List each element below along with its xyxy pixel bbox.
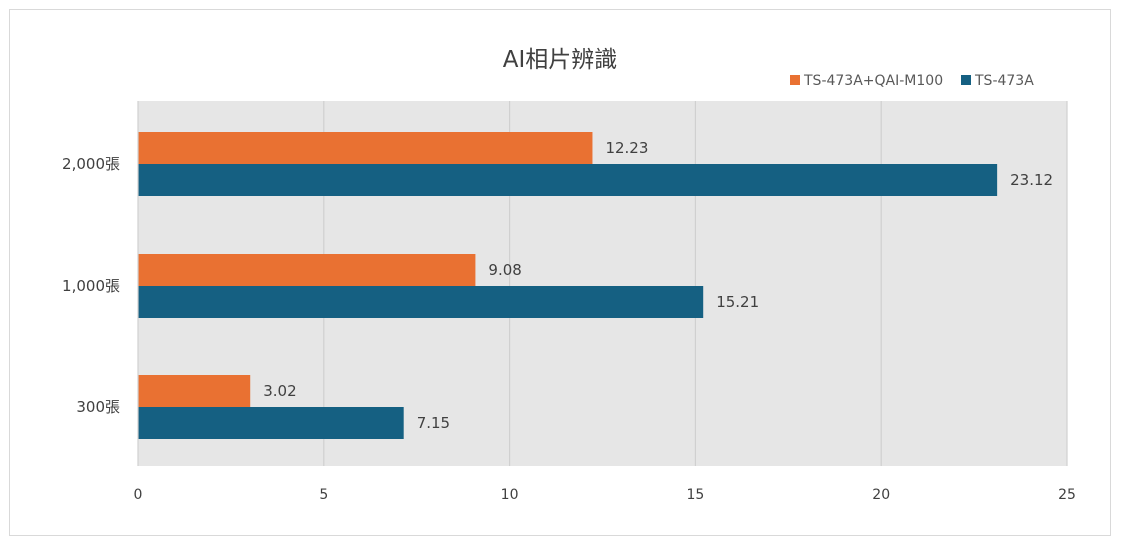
category-label: 2,000張 xyxy=(62,155,120,173)
data-label: 12.23 xyxy=(605,139,648,157)
x-tick-label: 15 xyxy=(686,487,704,503)
category-label: 300張 xyxy=(76,398,120,416)
data-label: 3.02 xyxy=(263,382,296,400)
category-label: 1,000張 xyxy=(62,277,120,295)
bar xyxy=(138,132,593,164)
data-label: 9.08 xyxy=(488,261,521,279)
legend-swatch-2 xyxy=(961,75,971,85)
chart-title: AI相片辨識 xyxy=(503,47,618,73)
category-labels: 2,000張 1,000張 300張 xyxy=(62,155,120,416)
data-label: 15.21 xyxy=(716,293,759,311)
bar xyxy=(138,254,476,286)
x-tick-label: 10 xyxy=(501,487,519,503)
data-label: 23.12 xyxy=(1010,171,1053,189)
data-labels: 12.23 9.08 3.02 23.12 15.21 7.15 xyxy=(263,139,1053,432)
legend-label-2: TS-473A xyxy=(974,73,1034,89)
bar xyxy=(138,375,251,407)
x-tick-labels: 0 5 10 15 20 25 xyxy=(134,487,1076,503)
legend-label-1: TS-473A+QAI-M100 xyxy=(803,73,943,89)
data-label: 7.15 xyxy=(417,414,450,432)
x-tick-label: 20 xyxy=(872,487,890,503)
x-tick-label: 0 xyxy=(134,487,143,503)
bar xyxy=(138,407,404,439)
bar xyxy=(138,286,704,318)
bar xyxy=(138,164,998,196)
legend: TS-473A+QAI-M100 TS-473A xyxy=(790,73,1034,89)
x-tick-label: 25 xyxy=(1058,487,1076,503)
bars xyxy=(138,132,998,439)
x-tick-label: 5 xyxy=(319,487,328,503)
legend-swatch-1 xyxy=(790,75,800,85)
